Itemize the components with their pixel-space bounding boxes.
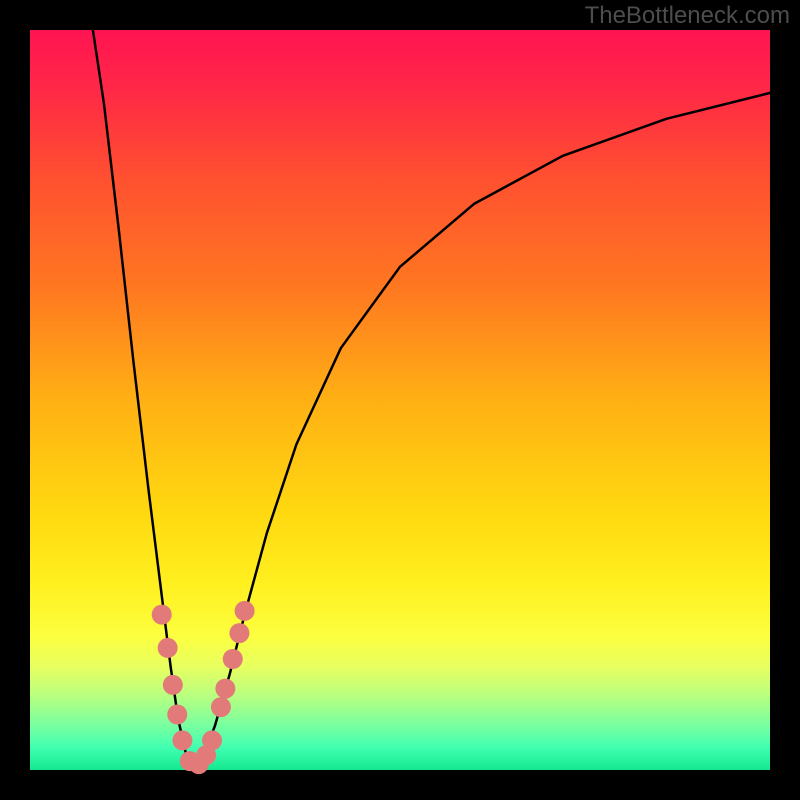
data-marker	[229, 623, 249, 643]
data-marker	[202, 730, 222, 750]
data-marker	[167, 705, 187, 725]
watermark-text: TheBottleneck.com	[585, 2, 790, 30]
data-marker	[172, 730, 192, 750]
data-marker	[158, 638, 178, 658]
plot-background	[30, 30, 770, 770]
data-marker	[223, 649, 243, 669]
data-marker	[163, 675, 183, 695]
data-marker	[235, 601, 255, 621]
bottleneck-chart: TheBottleneck.com	[0, 0, 800, 800]
chart-svg	[0, 0, 800, 800]
data-marker	[215, 679, 235, 699]
data-marker	[152, 605, 172, 625]
data-marker	[211, 697, 231, 717]
